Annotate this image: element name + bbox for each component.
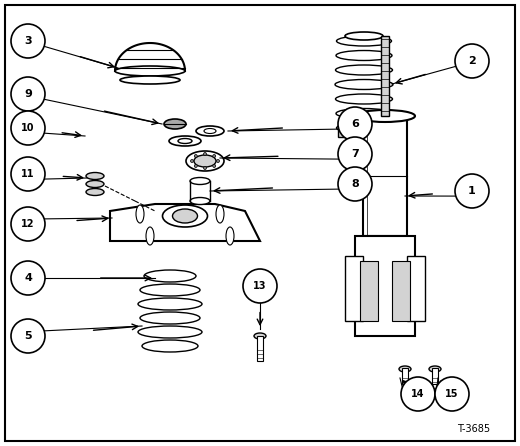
Ellipse shape: [115, 66, 185, 76]
Circle shape: [194, 165, 197, 167]
Circle shape: [11, 319, 45, 353]
Circle shape: [203, 153, 206, 156]
Bar: [345, 256, 363, 321]
Circle shape: [11, 77, 45, 111]
Bar: [407, 256, 425, 321]
Ellipse shape: [138, 298, 202, 310]
Text: 8: 8: [351, 179, 359, 189]
Circle shape: [435, 377, 469, 411]
Ellipse shape: [164, 119, 186, 129]
Circle shape: [11, 157, 45, 191]
Ellipse shape: [254, 333, 266, 339]
Ellipse shape: [336, 50, 392, 61]
Circle shape: [401, 377, 435, 411]
Bar: [392, 261, 410, 321]
Ellipse shape: [345, 32, 383, 40]
Ellipse shape: [335, 94, 393, 104]
Circle shape: [11, 207, 45, 241]
Text: 1: 1: [468, 186, 476, 196]
Ellipse shape: [173, 209, 198, 223]
Ellipse shape: [140, 284, 200, 296]
Ellipse shape: [399, 366, 411, 372]
Bar: [355, 236, 415, 336]
Ellipse shape: [355, 110, 415, 122]
Text: 11: 11: [21, 169, 35, 179]
Text: 5: 5: [24, 331, 32, 341]
Polygon shape: [110, 204, 260, 241]
Ellipse shape: [86, 181, 104, 187]
Ellipse shape: [336, 36, 392, 46]
Circle shape: [203, 166, 206, 169]
Text: T-3685: T-3685: [457, 424, 490, 434]
Ellipse shape: [335, 79, 393, 90]
Ellipse shape: [86, 189, 104, 195]
Circle shape: [190, 160, 193, 162]
Ellipse shape: [144, 270, 196, 282]
Ellipse shape: [336, 108, 392, 119]
Circle shape: [194, 155, 197, 157]
Bar: [338, 125, 390, 137]
Circle shape: [338, 107, 372, 141]
Bar: [360, 261, 378, 321]
Text: 14: 14: [411, 389, 425, 399]
Circle shape: [455, 44, 489, 78]
Ellipse shape: [335, 65, 393, 75]
Text: 2: 2: [468, 56, 476, 66]
Ellipse shape: [162, 205, 207, 227]
Circle shape: [11, 111, 45, 145]
Text: 9: 9: [24, 89, 32, 99]
Bar: [432, 368, 438, 384]
Ellipse shape: [196, 126, 224, 136]
Ellipse shape: [226, 227, 234, 245]
Ellipse shape: [142, 340, 198, 352]
Bar: [381, 36, 389, 116]
Ellipse shape: [336, 123, 392, 133]
Circle shape: [243, 269, 277, 303]
Circle shape: [338, 137, 372, 171]
Ellipse shape: [429, 366, 441, 372]
Text: 6: 6: [351, 119, 359, 129]
Circle shape: [216, 160, 219, 162]
Ellipse shape: [169, 136, 201, 146]
Ellipse shape: [120, 76, 180, 84]
Circle shape: [338, 167, 372, 201]
Text: 12: 12: [21, 219, 35, 229]
Ellipse shape: [216, 205, 224, 223]
Ellipse shape: [86, 173, 104, 179]
Circle shape: [455, 174, 489, 208]
Ellipse shape: [204, 128, 216, 133]
Circle shape: [213, 155, 216, 157]
Text: 15: 15: [445, 389, 459, 399]
Bar: [402, 368, 408, 384]
Text: 4: 4: [24, 273, 32, 283]
Text: 3: 3: [24, 36, 32, 46]
Circle shape: [213, 165, 216, 167]
Ellipse shape: [140, 312, 200, 324]
Ellipse shape: [190, 198, 210, 205]
Ellipse shape: [194, 155, 216, 167]
Bar: [257, 336, 263, 361]
Ellipse shape: [190, 178, 210, 185]
Circle shape: [11, 261, 45, 295]
Text: 10: 10: [21, 123, 35, 133]
Text: 13: 13: [253, 281, 267, 291]
Ellipse shape: [146, 227, 154, 245]
Ellipse shape: [138, 326, 202, 338]
Ellipse shape: [186, 151, 224, 171]
Ellipse shape: [178, 139, 192, 144]
Bar: [363, 116, 407, 236]
Ellipse shape: [136, 205, 144, 223]
Text: 7: 7: [351, 149, 359, 159]
Circle shape: [11, 24, 45, 58]
Polygon shape: [115, 43, 185, 71]
